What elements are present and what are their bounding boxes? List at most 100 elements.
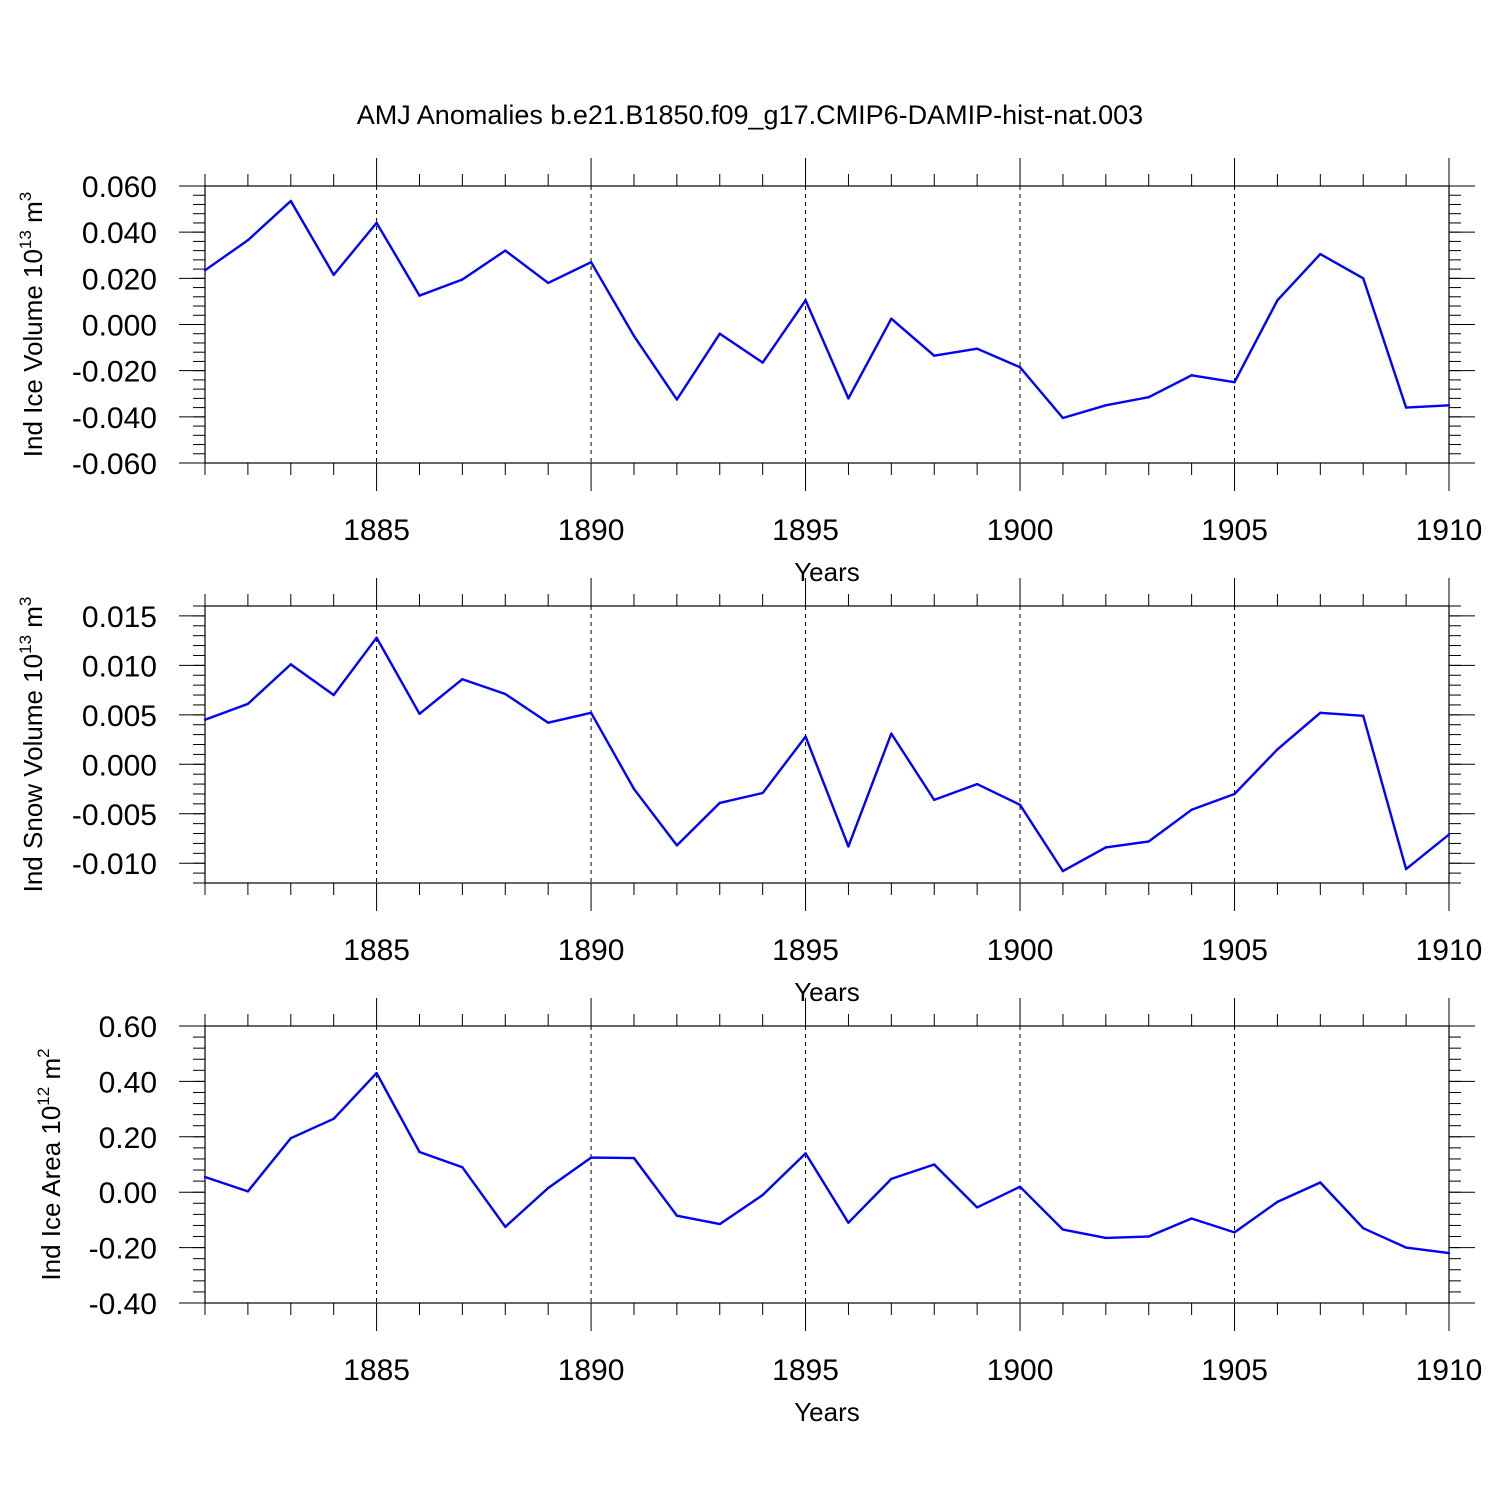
data-point (332, 1117, 335, 1120)
y-tick-label: 0.005 (82, 700, 157, 733)
data-point (461, 678, 464, 681)
x-tick-label: 1895 (772, 1354, 839, 1387)
data-point (761, 1193, 764, 1197)
y-tick-label: 0.020 (82, 263, 157, 296)
data-point (804, 1152, 807, 1155)
data-point (804, 735, 807, 738)
data-point (1233, 792, 1236, 796)
data-point (461, 1166, 464, 1169)
y-tick-label: 0.040 (82, 217, 157, 250)
data-point (546, 721, 550, 724)
data-point (804, 299, 807, 302)
data-point (1447, 404, 1451, 407)
data-point (504, 692, 507, 696)
x-tick-label: 1910 (1416, 934, 1483, 967)
data-point (975, 1206, 979, 1209)
series-line (204, 1071, 1450, 1255)
y-tick-label: 0.40 (99, 1066, 157, 1099)
data-point (632, 787, 636, 791)
data-point (1447, 833, 1451, 836)
data-point (246, 239, 250, 242)
data-point (203, 718, 207, 721)
data-point (933, 1163, 936, 1166)
data-point (1319, 252, 1322, 256)
y-axis-title: Ind Snow Volume 1013 m3 (16, 597, 48, 893)
x-tick-label: 1895 (772, 934, 839, 967)
data-point (1276, 1200, 1279, 1204)
data-point (1447, 1251, 1451, 1255)
data-point (675, 1214, 679, 1217)
data-point (1018, 366, 1022, 369)
y-tick-label: 0.000 (82, 749, 157, 782)
panel-1: 0.060 0.040 0.020 0.000 -0.020 -0.040 -0.060 18… (16, 158, 1482, 587)
x-tick-label: 1900 (987, 934, 1054, 967)
y-tick-label: -0.005 (72, 799, 157, 832)
data-point (1061, 869, 1065, 873)
data-point (289, 663, 292, 666)
data-point (332, 693, 335, 697)
data-point (1061, 1228, 1065, 1231)
data-point (546, 1186, 550, 1190)
data-point (761, 791, 764, 795)
plot-frame (204, 1025, 1450, 1304)
data-point (1190, 374, 1193, 377)
x-tick-label: 1890 (558, 934, 625, 967)
data-point (1061, 416, 1065, 420)
data-point (1018, 803, 1022, 807)
panel-2: 0.015 0.010 0.005 0.000 -0.005 -0.010 1885 1890… (16, 578, 1482, 1007)
data-point (589, 1156, 593, 1159)
data-point (847, 845, 850, 848)
data-point (203, 269, 207, 272)
data-point (375, 1071, 378, 1075)
y-tick-label: -0.020 (72, 356, 157, 389)
data-point (289, 1136, 292, 1140)
data-point (546, 281, 550, 285)
data-point (1190, 808, 1193, 811)
y-axis-title: Ind Ice Volume 1013 m3 (16, 192, 48, 457)
x-tick-label: 1910 (1416, 514, 1483, 547)
data-point (1147, 1235, 1150, 1238)
data-point (890, 732, 893, 735)
data-point (1404, 406, 1408, 409)
y-axis-title: Ind Ice Area 1012 m2 (34, 1048, 66, 1280)
data-point (847, 1221, 850, 1224)
y-tick-label: -0.40 (89, 1288, 157, 1321)
data-point (1018, 1185, 1022, 1188)
data-point (1104, 404, 1108, 407)
data-point (675, 398, 679, 401)
data-point (1233, 1231, 1236, 1234)
plot-frame (204, 185, 1450, 464)
data-point (933, 798, 936, 802)
data-point (718, 1222, 721, 1226)
y-tick-label: -0.20 (89, 1233, 157, 1266)
y-tick-label: -0.010 (72, 848, 157, 881)
data-point (418, 294, 421, 297)
y-tick-label: 0.015 (82, 601, 157, 634)
x-tick-label: 1905 (1201, 934, 1268, 967)
data-point (1362, 1227, 1365, 1230)
x-tick-label: 1885 (343, 514, 410, 547)
data-point (718, 801, 721, 805)
data-point (761, 361, 764, 364)
data-point (975, 782, 979, 786)
data-point (1362, 714, 1365, 718)
data-point (1104, 846, 1108, 849)
series-line (204, 199, 1450, 420)
data-point (289, 199, 292, 203)
data-point (1276, 748, 1279, 751)
data-point (461, 278, 464, 281)
data-point (246, 1190, 250, 1193)
y-tick-label: -0.060 (72, 448, 157, 481)
data-point (675, 844, 679, 847)
data-point (1190, 1217, 1193, 1220)
data-point (375, 221, 378, 225)
y-tick-label: 0.60 (99, 1011, 157, 1044)
data-point (1233, 381, 1236, 384)
plot-frame (204, 605, 1450, 884)
data-point (718, 332, 721, 335)
data-point (632, 334, 636, 338)
x-tick-label: 1885 (343, 934, 410, 967)
data-point (890, 1177, 893, 1181)
y-tick-label: 0.00 (99, 1177, 157, 1210)
x-axis-title: Years (794, 557, 860, 587)
